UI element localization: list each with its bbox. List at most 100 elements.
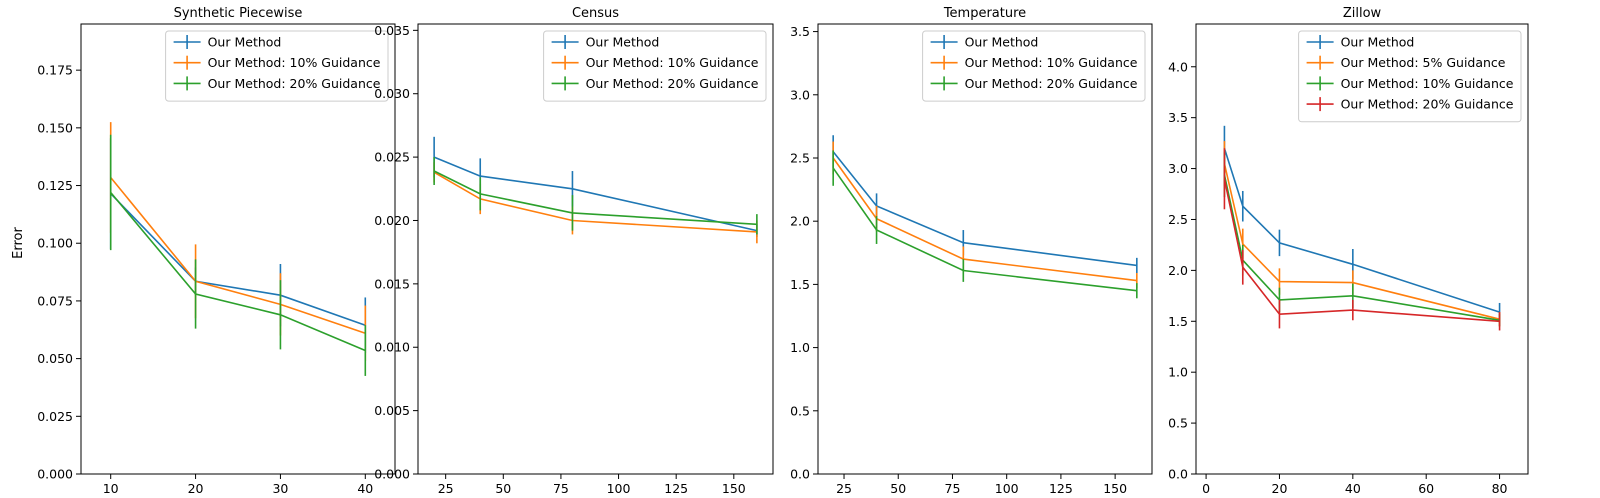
legend: Our Method Our Method: 5% Guidance Our Met… <box>1298 30 1522 123</box>
axes-frame <box>817 23 1153 475</box>
x-tick-label: 125 <box>1049 481 1073 496</box>
x-tick-label: 125 <box>664 481 688 496</box>
y-tick-label: 0.125 <box>37 178 73 193</box>
series-line-1 <box>433 156 758 232</box>
plot-area <box>109 122 367 376</box>
y-tick-label: 0.5 <box>1168 416 1188 431</box>
series-line-4 <box>1223 178 1500 323</box>
chart-title: Synthetic Piecewise <box>174 6 303 21</box>
x-tick-label: 20 <box>188 481 204 496</box>
x-tick-label: 150 <box>1103 481 1127 496</box>
legend-entry: Our Method: 20% Guidance <box>208 76 381 91</box>
series-line-1 <box>1223 147 1500 313</box>
y-tick-label: 2.5 <box>790 150 810 165</box>
chart-panel-3: Temperature 0.0 0.5 1.0 1.5 2.0 2.5 3.0 3.5 25 50 7… <box>790 6 1153 496</box>
y-tick-label: 3.0 <box>790 87 810 102</box>
series-line-1 <box>832 151 1137 267</box>
x-tick-label: 60 <box>1418 481 1434 496</box>
series-line-2 <box>110 176 366 334</box>
y-tick-label: 0.015 <box>374 276 410 291</box>
x-tick-label: 80 <box>1492 481 1508 496</box>
y-tick-label: 0.035 <box>374 23 410 38</box>
x-tick-label: 25 <box>438 481 454 496</box>
legend-box <box>165 30 389 102</box>
legend: Our Method Our Method: 10% Guidance Our Me… <box>165 30 389 102</box>
x-tick-label: 25 <box>836 481 852 496</box>
x-tick-label: 30 <box>272 481 288 496</box>
x-tick-label: 100 <box>607 481 631 496</box>
legend-entry: Our Method: 5% Guidance <box>1341 55 1506 70</box>
y-tick-label: 0.010 <box>374 340 410 355</box>
series-line-3 <box>433 170 757 226</box>
y-tick-label: 0.150 <box>37 120 73 135</box>
legend-entry: Our Method: 20% Guidance <box>965 76 1138 91</box>
y-tick-label: 0.020 <box>374 213 410 228</box>
legend-entry: Our Method <box>965 35 1039 50</box>
legend-box <box>1298 30 1522 123</box>
x-tick-label: 50 <box>890 481 906 496</box>
y-tick-label: 0.175 <box>37 63 73 78</box>
y-tick-label: 2.0 <box>790 214 810 229</box>
y-tick-label: 3.5 <box>1168 110 1188 125</box>
plot-area <box>433 136 758 244</box>
y-tick-label: 0.030 <box>374 86 410 101</box>
y-tick-label: 0.025 <box>37 409 73 424</box>
y-tick-label: 3.5 <box>790 24 810 39</box>
chart-title: Census <box>572 6 619 21</box>
x-tick-label: 50 <box>495 481 511 496</box>
legend-entry: Our Method <box>1341 35 1415 50</box>
y-tick-label: 0.0 <box>790 467 810 482</box>
y-tick-label: 1.0 <box>1168 365 1188 380</box>
legend-entry: Our Method: 10% Guidance <box>965 55 1138 70</box>
y-tick-label: 0.000 <box>374 467 410 482</box>
y-tick-label: 0.075 <box>37 293 73 308</box>
y-tick-label: 1.5 <box>1168 314 1188 329</box>
chart-title: Temperature <box>943 6 1026 21</box>
legend-entry: Our Method: 10% Guidance <box>208 55 381 70</box>
x-tick-label: 75 <box>945 481 961 496</box>
series-line-3 <box>110 191 366 352</box>
plot-area <box>1223 125 1501 331</box>
chart-panel-4: Zillow 0.0 0.5 1.0 1.5 2.0 2.5 3.0 3.5 4.0 0 20 40 60… <box>1168 6 1529 496</box>
legend-entry: Our Method: 10% Guidance <box>586 55 759 70</box>
legend-entry: Our Method <box>586 35 660 50</box>
y-tick-label: 3.0 <box>1168 161 1188 176</box>
x-tick-label: 40 <box>357 481 373 496</box>
series-line-1 <box>110 193 366 326</box>
legend-entry: Our Method <box>208 35 282 50</box>
x-tick-label: 75 <box>553 481 569 496</box>
legend: Our Method Our Method: 10% Guidance Our Me… <box>543 30 767 102</box>
y-tick-label: 0.000 <box>37 467 73 482</box>
y-tick-label: 2.5 <box>1168 212 1188 227</box>
figure-ylabel: Error <box>11 227 26 259</box>
y-tick-label: 0.0 <box>1168 467 1188 482</box>
legend-box <box>922 30 1146 102</box>
x-tick-label: 10 <box>103 481 119 496</box>
axes-frame <box>80 23 396 475</box>
chart-panel-1: Synthetic Piecewise 0.000 0.025 0.050 0.075 0… <box>37 6 396 496</box>
plot-area <box>832 135 1138 299</box>
series-line-3 <box>832 167 1137 292</box>
x-tick-label: 100 <box>995 481 1019 496</box>
legend-entry: Our Method: 10% Guidance <box>1341 76 1514 91</box>
legend: Our Method Our Method: 10% Guidance Our Me… <box>922 30 1146 102</box>
chart-panel-2: Census 0.000 0.005 0.010 0.015 0.020 0.025 0.03… <box>374 6 774 496</box>
y-tick-label: 4.0 <box>1168 59 1188 74</box>
x-tick-label: 150 <box>722 481 746 496</box>
x-tick-label: 20 <box>1272 481 1288 496</box>
y-tick-label: 0.025 <box>374 150 410 165</box>
y-tick-label: 0.005 <box>374 403 410 418</box>
chart-title: Zillow <box>1343 6 1382 21</box>
legend-entry: Our Method: 20% Guidance <box>586 76 759 91</box>
axes-frame <box>1195 23 1529 475</box>
legend-entry: Our Method: 20% Guidance <box>1341 97 1514 112</box>
x-tick-label: 0 <box>1202 481 1210 496</box>
legend-box <box>543 30 767 102</box>
y-tick-label: 1.5 <box>790 277 810 292</box>
y-tick-label: 2.0 <box>1168 263 1188 278</box>
y-tick-label: 1.0 <box>790 340 810 355</box>
y-tick-label: 0.050 <box>37 351 73 366</box>
y-tick-label: 0.5 <box>790 403 810 418</box>
series-line-2 <box>832 157 1137 282</box>
